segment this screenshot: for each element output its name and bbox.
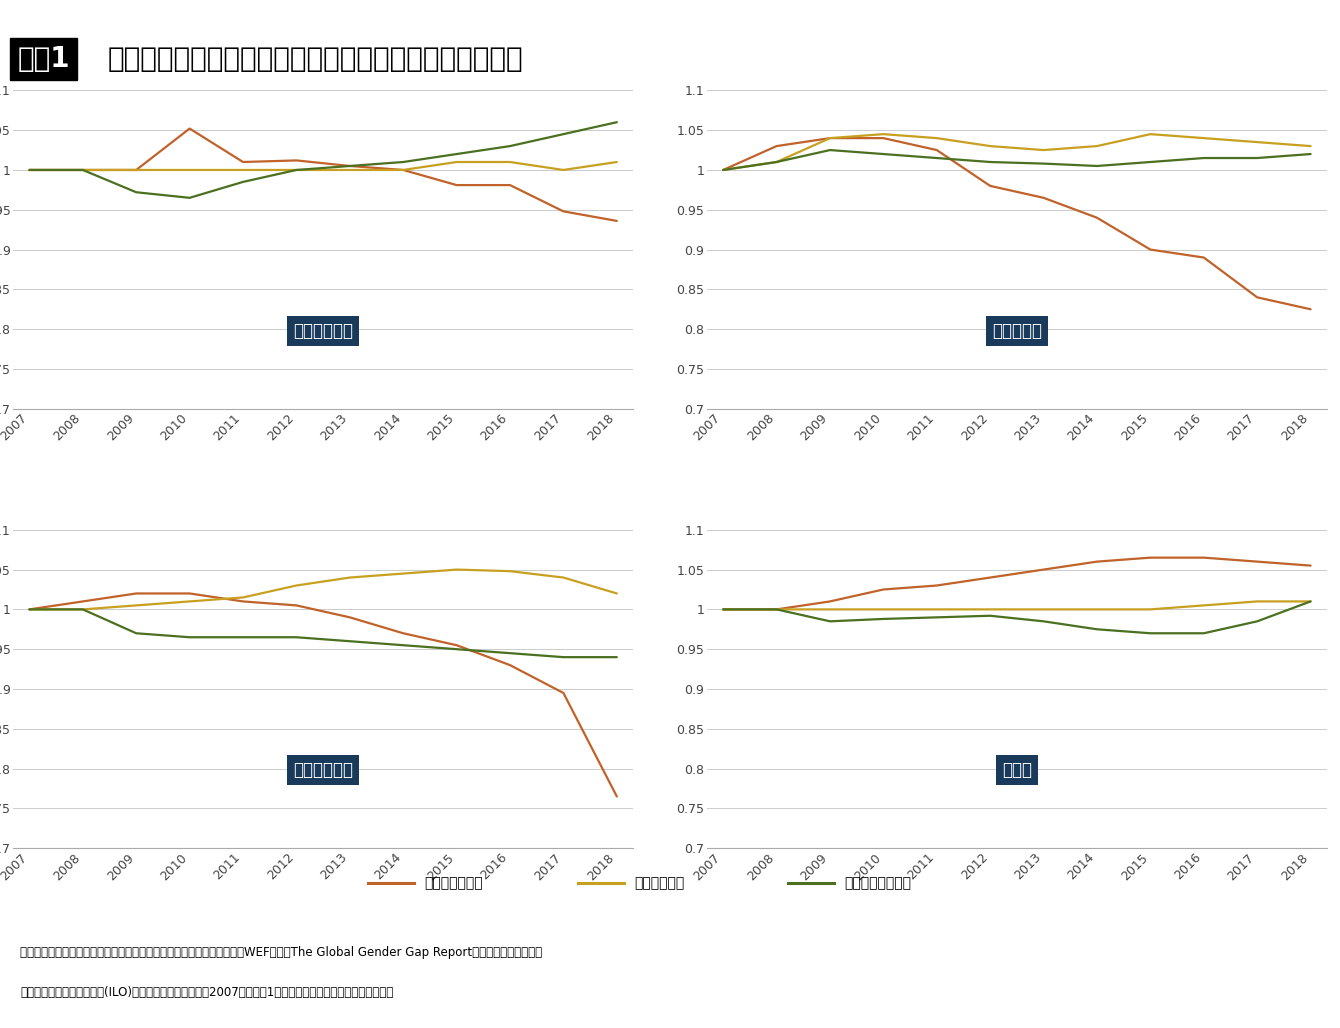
Text: フィンランド: フィンランド	[293, 761, 354, 779]
Text: 就業率パート除く: 就業率パート除く	[844, 876, 911, 890]
Text: スウェーデン: スウェーデン	[293, 322, 354, 340]
Text: 図表1: 図表1	[17, 45, 70, 73]
Text: トを除く）＝国際労働機関(ILO)推計ベースの統計より、2007年実績を1として荒川和久作成。無断転載禁止。: トを除く）＝国際労働機関(ILO)推計ベースの統計より、2007年実績を1として…	[20, 986, 393, 999]
Text: 合計特殊出生率: 合計特殊出生率	[425, 876, 482, 890]
Text: 日　本: 日 本	[1002, 761, 1032, 779]
Text: 格差指数全体: 格差指数全体	[635, 876, 685, 890]
Text: ジェンダーギャップ指数や就業率は出生率とは関係ない: ジェンダーギャップ指数や就業率は出生率とは関係ない	[109, 45, 524, 73]
Text: 合計特殊出生率＝世界銀行統計より。格差指数＝世界経済フォーラム（WEF）の「The Global Gender Gap Report」より。就業率（パー: 合計特殊出生率＝世界銀行統計より。格差指数＝世界経済フォーラム（WEF）の「Th…	[20, 946, 543, 959]
Text: ノルウェー: ノルウェー	[992, 322, 1043, 340]
